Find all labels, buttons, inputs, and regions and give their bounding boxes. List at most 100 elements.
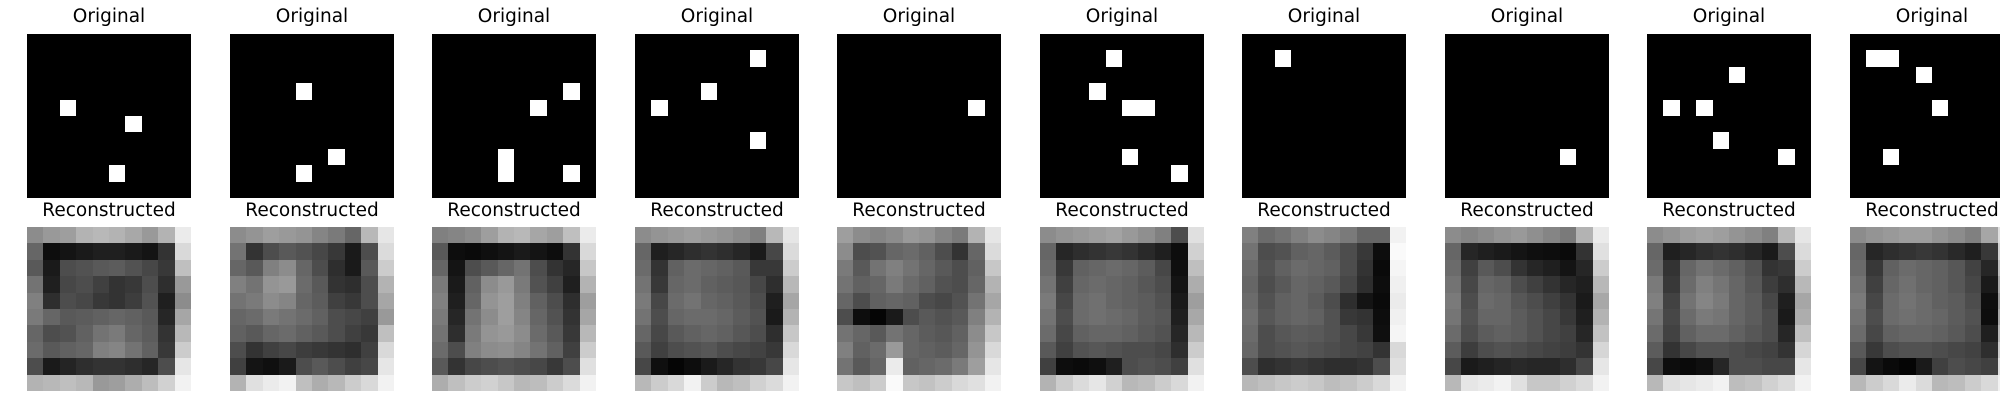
pixel: [108, 132, 126, 149]
pixel: [230, 165, 247, 182]
pixel: [311, 259, 329, 277]
pixel: [1056, 181, 1073, 198]
pixel: [1745, 259, 1762, 277]
pixel: [837, 276, 854, 293]
pixel: [563, 292, 580, 309]
pixel: [27, 259, 44, 277]
pixel: [1323, 308, 1341, 326]
pixel: [968, 66, 985, 84]
pixel: [1696, 66, 1713, 84]
pixel: [279, 148, 296, 166]
pixel: [1850, 99, 1867, 116]
pixel: [1510, 358, 1527, 375]
pixel: [1948, 34, 1965, 51]
pixel: [1056, 259, 1073, 277]
pixel: [1291, 83, 1308, 100]
pixel: [432, 115, 449, 133]
pixel: [1356, 165, 1374, 182]
pixel: [432, 66, 449, 84]
pixel: [667, 99, 685, 116]
pixel: [716, 115, 734, 133]
pixel: [1258, 148, 1275, 166]
pixel: [1187, 115, 1204, 133]
pixel: [1559, 341, 1577, 359]
pixel: [918, 276, 936, 293]
pixel: [1576, 308, 1593, 326]
pixel: [158, 83, 175, 100]
pixel: [1915, 99, 1932, 116]
pixel: [1056, 325, 1073, 342]
pixel: [141, 259, 159, 277]
pixel: [262, 374, 280, 391]
pixel: [230, 325, 247, 342]
pixel: [158, 66, 175, 84]
pixel: [1526, 50, 1544, 67]
pixel: [141, 132, 159, 149]
pixel: [513, 276, 531, 293]
pixel: [1171, 358, 1188, 375]
pixel: [1307, 34, 1324, 51]
pixel: [43, 243, 60, 260]
pixel: [1242, 243, 1259, 260]
pixel: [766, 34, 783, 51]
pixel: [1761, 165, 1779, 182]
pixel: [902, 308, 919, 326]
pixel: [481, 165, 498, 182]
pixel: [1356, 132, 1374, 149]
pixel: [1461, 34, 1478, 51]
pixel: [869, 292, 887, 309]
pixel: [1477, 358, 1495, 375]
pixel: [1274, 243, 1292, 260]
pixel: [361, 132, 378, 149]
pixel: [481, 341, 498, 359]
pixel: [1510, 325, 1527, 342]
pixel: [716, 148, 734, 166]
pixel: [497, 34, 514, 51]
pixel: [853, 358, 870, 375]
pixel: [1171, 66, 1188, 84]
pixel: [886, 227, 903, 244]
pixel: [158, 50, 175, 67]
pixel: [108, 50, 126, 67]
original-title: Original: [477, 6, 551, 27]
pixel: [766, 374, 783, 391]
pixel: [174, 83, 191, 100]
panel-5: Original Reconstructed: [837, 0, 1001, 400]
pixel: [579, 66, 596, 84]
pixel: [1794, 358, 1811, 375]
pixel: [1526, 243, 1544, 260]
pixel: [1477, 181, 1495, 198]
pixel: [1291, 292, 1308, 309]
pixel: [464, 83, 482, 100]
pixel: [563, 50, 580, 67]
pixel: [513, 358, 531, 375]
pixel: [1274, 115, 1292, 133]
pixel: [76, 259, 93, 277]
pixel: [1663, 181, 1680, 198]
pixel: [230, 308, 247, 326]
pixel: [1526, 308, 1544, 326]
pixel: [1323, 34, 1341, 51]
pixel: [1866, 308, 1883, 326]
pixel: [1931, 325, 1949, 342]
pixel: [1477, 292, 1495, 309]
pixel: [1981, 148, 1998, 166]
pixel: [684, 66, 701, 84]
pixel: [935, 227, 952, 244]
pixel: [1274, 181, 1292, 198]
pixel: [530, 99, 547, 116]
pixel: [651, 292, 668, 309]
pixel: [579, 115, 596, 133]
pixel: [1576, 243, 1593, 260]
pixel: [684, 292, 701, 309]
pixel: [1948, 227, 1965, 244]
pixel: [1981, 358, 1998, 375]
pixel: [295, 148, 312, 166]
pixel: [869, 259, 887, 277]
pixel: [295, 165, 312, 182]
pixel: [246, 99, 263, 116]
pixel: [1340, 259, 1357, 277]
pixel: [1445, 148, 1462, 166]
pixel: [1356, 83, 1374, 100]
pixel: [1242, 132, 1259, 149]
